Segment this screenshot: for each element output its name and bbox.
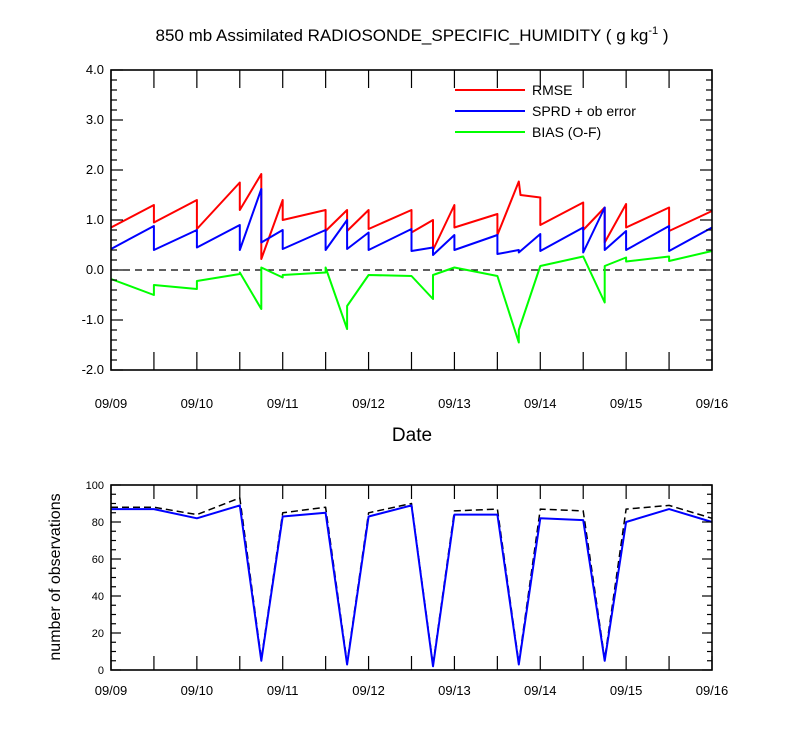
y-tick-label: 2.0 xyxy=(86,162,104,177)
legend-label: SPRD + ob error xyxy=(532,103,636,119)
x-tick-label: 09/15 xyxy=(610,683,643,698)
x-tick-label: 09/16 xyxy=(696,683,729,698)
y-tick-label: 20 xyxy=(92,628,104,640)
top-panel: -2.0 -1.0 0.0 1.0 2.0 3.0 4.0 09/09 09/10 09/11 09… xyxy=(82,62,729,446)
x-tick-label: 09/11 xyxy=(267,683,299,698)
y-tick-label: 40 xyxy=(92,591,104,603)
bottom-ticks-layer: 0 20 40 60 80 100 09/09 09/10 09/11 09/12 09/13 09/… xyxy=(86,480,729,698)
x-tick-label: 09/12 xyxy=(352,683,385,698)
series-line-sprd-ob-error xyxy=(110,188,713,256)
series-line-assimilated xyxy=(111,504,713,668)
y-tick-label: 4.0 xyxy=(86,62,104,77)
y-tick-label: -1.0 xyxy=(82,312,104,327)
series-line-rmse xyxy=(110,173,713,260)
top-x-axis-label: Date xyxy=(392,425,432,446)
x-tick-label: 09/16 xyxy=(696,396,729,411)
y-tick-label: 3.0 xyxy=(86,112,104,127)
y-tick-label: 0.0 xyxy=(86,262,104,277)
y-tick-label: 60 xyxy=(92,554,104,566)
x-tick-label: 09/11 xyxy=(267,396,299,411)
bottom-series-layer xyxy=(111,497,713,668)
x-tick-label: 09/14 xyxy=(524,396,557,411)
series-line-possible xyxy=(111,497,713,666)
top-series-layer xyxy=(110,173,713,344)
bottom-panel: 0 20 40 60 80 100 09/09 09/10 09/11 09/12 09/13 09/… xyxy=(47,480,728,698)
legend-label: RMSE xyxy=(532,82,572,98)
series-line-bias-o-f xyxy=(110,250,713,344)
y-tick-label: -2.0 xyxy=(82,362,104,377)
y-tick-label: 1.0 xyxy=(86,212,104,227)
x-tick-label: 09/09 xyxy=(95,396,128,411)
y-tick-label: 0 xyxy=(98,665,104,677)
chart-title: 850 mb Assimilated RADIOSONDE_SPECIFIC_H… xyxy=(156,25,669,45)
top-ticks-layer: -2.0 -1.0 0.0 1.0 2.0 3.0 4.0 09/09 09/10 09/11 09… xyxy=(82,62,729,411)
x-tick-label: 09/15 xyxy=(610,396,643,411)
top-legend: RMSE SPRD + ob error BIAS (O-F) xyxy=(455,82,636,140)
x-tick-label: 09/10 xyxy=(181,396,214,411)
x-tick-label: 09/12 xyxy=(352,396,385,411)
chart-title-main: 850 mb Assimilated RADIOSONDE_SPECIFIC_H… xyxy=(156,26,649,45)
chart-title-superscript: -1 xyxy=(648,25,658,37)
y-tick-label: 80 xyxy=(92,517,104,529)
x-tick-label: 09/10 xyxy=(181,683,214,698)
x-tick-label: 09/14 xyxy=(524,683,557,698)
x-tick-label: 09/13 xyxy=(438,396,471,411)
chart-title-tail: ) xyxy=(658,26,668,45)
bottom-y-axis-label: number of observations xyxy=(47,493,64,660)
x-tick-label: 09/13 xyxy=(438,683,471,698)
x-tick-label: 09/09 xyxy=(95,683,128,698)
legend-label: BIAS (O-F) xyxy=(532,124,601,140)
y-tick-label: 100 xyxy=(86,480,104,492)
